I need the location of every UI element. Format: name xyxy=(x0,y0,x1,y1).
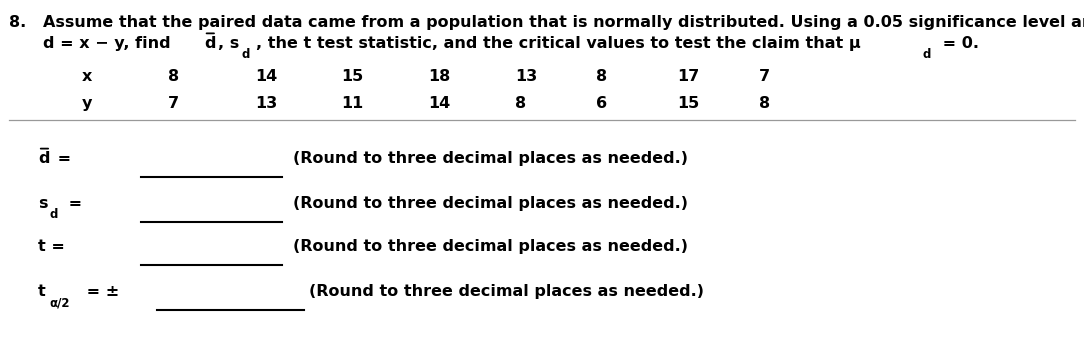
Text: d: d xyxy=(38,151,50,166)
Text: 14: 14 xyxy=(428,96,451,111)
Text: (Round to three decimal places as needed.): (Round to three decimal places as needed… xyxy=(309,284,704,299)
Text: 17: 17 xyxy=(678,69,700,84)
Text: 8: 8 xyxy=(168,69,179,84)
Text: d: d xyxy=(922,48,931,61)
Text: d: d xyxy=(242,48,250,61)
Text: d = x − y, find: d = x − y, find xyxy=(43,36,177,51)
Text: t: t xyxy=(38,284,46,299)
Text: 7: 7 xyxy=(168,96,179,111)
Text: t =: t = xyxy=(38,239,65,254)
Text: 8.: 8. xyxy=(9,15,26,31)
Text: 18: 18 xyxy=(428,69,451,84)
Text: d: d xyxy=(204,36,216,51)
Text: 14: 14 xyxy=(255,69,278,84)
Text: 13: 13 xyxy=(515,69,538,84)
Text: , s: , s xyxy=(218,36,240,51)
Text: = ±: = ± xyxy=(81,284,119,299)
Text: 7: 7 xyxy=(759,69,770,84)
Text: x: x xyxy=(81,69,92,84)
Text: (Round to three decimal places as needed.): (Round to three decimal places as needed… xyxy=(293,196,687,211)
Text: 11: 11 xyxy=(341,96,364,111)
Text: 8: 8 xyxy=(759,96,770,111)
Text: 6: 6 xyxy=(596,96,607,111)
Text: 8: 8 xyxy=(596,69,607,84)
Text: d: d xyxy=(50,208,59,221)
Text: s: s xyxy=(38,196,48,211)
Text: α/2: α/2 xyxy=(50,297,70,310)
Text: 15: 15 xyxy=(341,69,364,84)
Text: =: = xyxy=(52,151,72,166)
Text: 15: 15 xyxy=(678,96,700,111)
Text: (Round to three decimal places as needed.): (Round to three decimal places as needed… xyxy=(293,239,687,254)
Text: 8: 8 xyxy=(515,96,526,111)
Text: = 0.: = 0. xyxy=(937,36,979,51)
Text: =: = xyxy=(63,196,82,211)
Text: 13: 13 xyxy=(255,96,278,111)
Text: y: y xyxy=(81,96,92,111)
Text: , the t test statistic, and the critical values to test the claim that μ: , the t test statistic, and the critical… xyxy=(256,36,861,51)
Text: (Round to three decimal places as needed.): (Round to three decimal places as needed… xyxy=(293,151,687,166)
Text: Assume that the paired data came from a population that is normally distributed.: Assume that the paired data came from a … xyxy=(43,15,1084,31)
